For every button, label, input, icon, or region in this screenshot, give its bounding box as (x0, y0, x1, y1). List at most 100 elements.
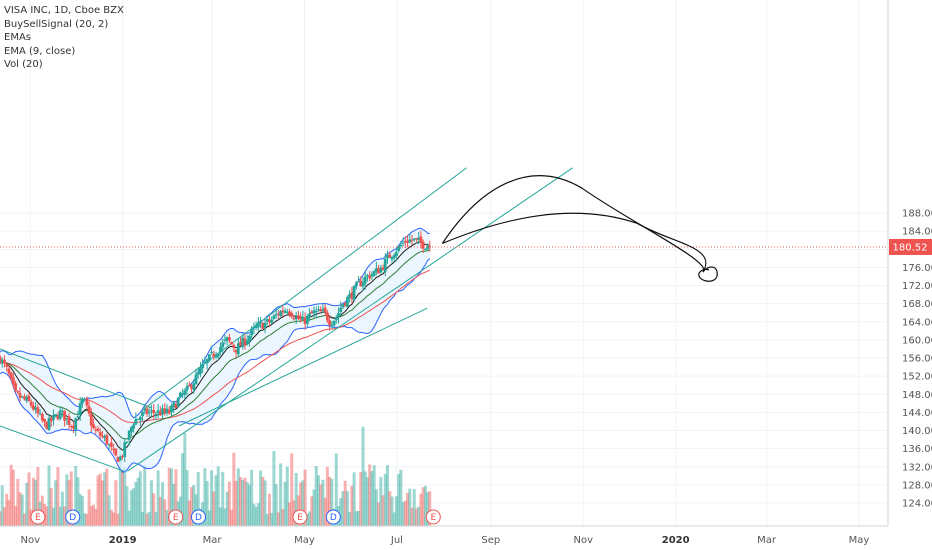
candle-body (341, 304, 345, 308)
volume-bar (34, 480, 38, 526)
volume-bar (236, 468, 240, 526)
x-tick-label: 2019 (109, 535, 137, 546)
volume-bar (127, 510, 131, 526)
candle-body (83, 398, 87, 400)
candle-body (312, 310, 316, 314)
candle-body (423, 248, 427, 250)
candle-body (176, 397, 180, 407)
legend-indicator-ema9[interactable]: EMA (9, close) (4, 45, 76, 57)
volume-bar (185, 470, 189, 526)
candle-body (0, 359, 4, 363)
candle-body (78, 403, 82, 415)
volume-bar (27, 472, 31, 526)
y-tick-label: 140.00 (902, 426, 932, 437)
volume-bar (316, 475, 320, 526)
volume-bar (216, 466, 220, 526)
candle-body (199, 367, 202, 374)
candle-body (328, 320, 332, 326)
candle-body (305, 315, 309, 324)
channel-down-lower (0, 425, 125, 472)
candle-body (150, 410, 153, 412)
candle-body (317, 309, 320, 311)
candle-body (56, 416, 60, 420)
candle-body (245, 340, 249, 344)
volume-bar (334, 453, 338, 526)
candle-body (203, 362, 207, 364)
candle-body (386, 254, 389, 259)
candle-body (129, 427, 133, 433)
volume-bar (325, 466, 329, 526)
volume-bar (36, 466, 40, 526)
candle-body (212, 353, 216, 357)
candle-body (89, 414, 93, 426)
earnings-marker (168, 509, 184, 525)
volume-bar (285, 466, 289, 526)
legend-indicator-buysell[interactable]: BuySellSignal (20, 2) (4, 18, 109, 30)
y-tick-label: 188.00 (902, 209, 932, 220)
volume-bar (299, 482, 303, 526)
candle-body (254, 326, 258, 329)
volume-bar (163, 499, 167, 526)
volume-bar (172, 483, 176, 526)
candle-body (9, 372, 13, 379)
volume-bar (301, 480, 305, 526)
y-tick-label: 164.00 (902, 317, 932, 328)
legend-indicator-vol[interactable]: Vol (20) (4, 59, 43, 70)
volume-bar (116, 513, 120, 526)
candle-body (348, 293, 352, 298)
event-marker-label: D (69, 513, 76, 523)
x-tick-label: 2020 (662, 535, 690, 546)
volume-bar (359, 472, 363, 526)
volume-bar (169, 468, 173, 526)
volume-bar (339, 498, 343, 526)
candle-body (145, 408, 149, 414)
candle-body (310, 311, 314, 314)
candle-body (205, 359, 209, 364)
volume-bar (232, 452, 236, 526)
candle-body (406, 240, 409, 243)
candle-body (366, 274, 369, 276)
volume-bar (288, 502, 292, 526)
ema-slow (0, 269, 431, 423)
volume-bar (147, 512, 151, 526)
volume-bar (319, 484, 323, 526)
volume-bar (96, 475, 100, 526)
volume-bar (87, 489, 91, 526)
volume-bar (210, 470, 214, 526)
candle-body (259, 322, 262, 324)
y-tick-label: 168.00 (902, 299, 932, 310)
x-tick-label: May (849, 535, 870, 546)
candle-body (227, 337, 231, 341)
candle-body (417, 237, 421, 241)
candle-body (225, 336, 229, 341)
earnings-marker (30, 509, 46, 525)
price-axis-bg (888, 0, 932, 550)
candle-body (116, 456, 120, 462)
volume-bar (341, 491, 345, 526)
candle-body (147, 411, 151, 414)
volume-bar (78, 493, 82, 526)
volume-bar (414, 508, 418, 526)
candle-body (350, 292, 354, 299)
candle-body (43, 419, 46, 422)
volume-bar (20, 494, 24, 526)
volume-bar (350, 485, 354, 526)
legend-indicator-emas[interactable]: EMAs (4, 32, 31, 43)
volume-bar (76, 477, 80, 526)
candle-body (352, 286, 356, 301)
candle-body (85, 398, 89, 406)
candle-body (299, 318, 303, 320)
volume-bar (145, 513, 149, 526)
volume-bar (105, 468, 109, 526)
volume-bar (374, 489, 378, 526)
candle-body (330, 324, 334, 327)
candle-body (92, 424, 95, 429)
volume-bar (74, 465, 78, 526)
event-marker-label: D (195, 513, 202, 523)
volume-bar (401, 502, 405, 526)
volume-bar (65, 474, 69, 526)
candle-body (210, 351, 213, 353)
candle-body (390, 256, 394, 260)
volume-bar (421, 487, 425, 526)
